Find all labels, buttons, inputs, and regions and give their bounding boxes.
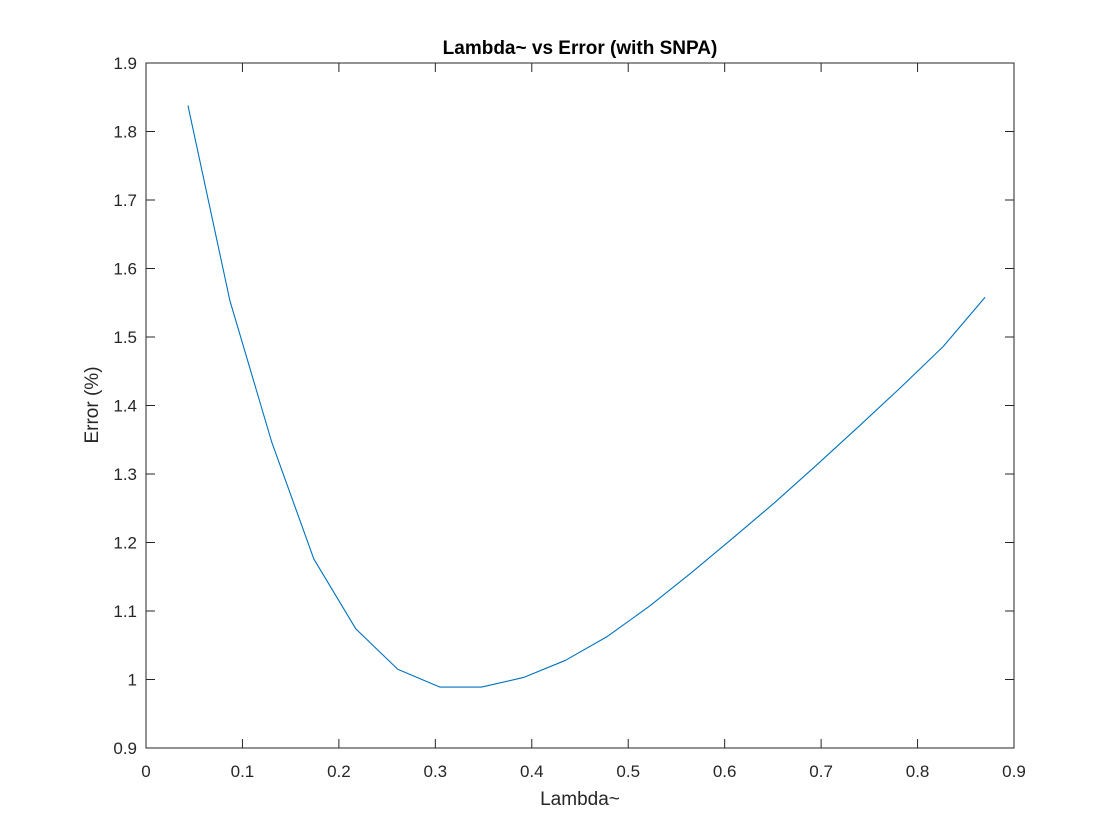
tick-labels: 0 0.1 0.2 0.3 0.4 0.5 0.6 0.7 0.8 0.9 0.9 1 1.1 1.2 1.… xyxy=(113,54,1025,781)
x-tick-label: 0.6 xyxy=(713,762,737,781)
x-tick-label: 0 xyxy=(141,762,150,781)
x-tick-label: 0.2 xyxy=(327,762,351,781)
x-tick-label: 0.8 xyxy=(906,762,930,781)
x-tick-label: 0.4 xyxy=(520,762,544,781)
y-tick-label: 1.5 xyxy=(113,328,137,347)
series-layer xyxy=(187,105,986,688)
x-tick-label: 0.1 xyxy=(231,762,255,781)
x-axis-label: Lambda~ xyxy=(540,789,620,810)
plot-frame xyxy=(145,62,1015,749)
y-tick-label: 0.9 xyxy=(113,739,137,758)
plot-area-box xyxy=(145,62,1015,749)
y-tick-label: 1.2 xyxy=(113,534,137,553)
x-tick-label: 0.9 xyxy=(1002,762,1026,781)
chart-title: Lambda~ vs Error (with SNPA) xyxy=(443,38,718,59)
y-tick-label: 1.3 xyxy=(113,465,137,484)
y-tick-label: 1.1 xyxy=(113,602,137,621)
x-tick-label: 0.3 xyxy=(424,762,448,781)
y-tick-label: 1.7 xyxy=(113,191,137,210)
axis-ticks xyxy=(145,62,1015,749)
y-axis-label: Error (%) xyxy=(82,366,103,443)
x-tick-label: 0.5 xyxy=(616,762,640,781)
y-tick-label: 1.4 xyxy=(113,397,137,416)
y-tick-label: 1.6 xyxy=(113,260,137,279)
y-tick-label: 1 xyxy=(128,671,137,690)
series-line xyxy=(187,105,986,688)
x-tick-label: 0.7 xyxy=(809,762,833,781)
y-tick-label: 1.9 xyxy=(113,54,137,73)
y-tick-label: 1.8 xyxy=(113,123,137,142)
